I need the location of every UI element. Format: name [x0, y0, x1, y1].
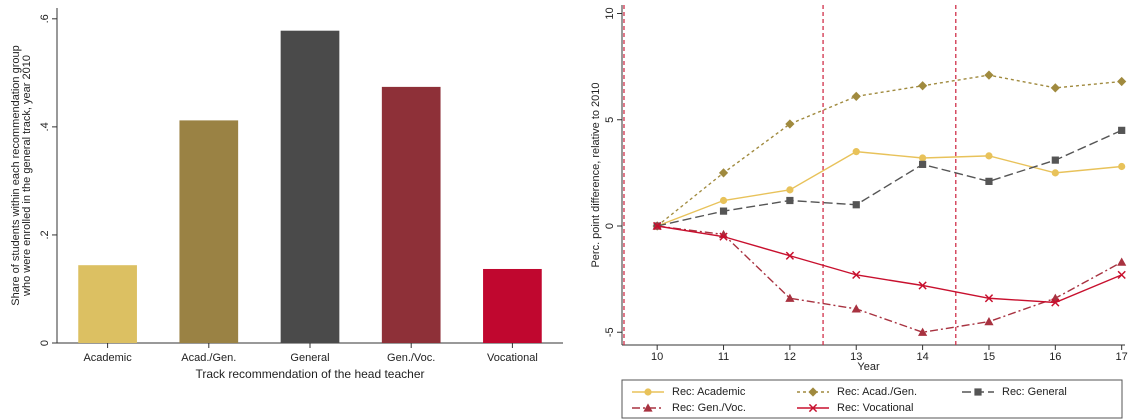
legend-label: Rec: General [1002, 386, 1067, 398]
legend-label: Rec: Gen./Voc. [672, 402, 746, 414]
marker [984, 294, 994, 303]
marker [1118, 162, 1126, 171]
marker [985, 152, 993, 160]
marker [852, 270, 861, 280]
x-tick-label: 15 [983, 351, 995, 363]
series-line [657, 129, 1122, 227]
marker [852, 201, 860, 209]
bar [381, 86, 441, 344]
marker [808, 403, 818, 413]
y-tick-label: 10 [604, 7, 616, 19]
marker [808, 387, 818, 397]
marker [1050, 83, 1060, 93]
y-tick-label: 0 [604, 223, 616, 229]
marker [1117, 76, 1127, 87]
marker [974, 388, 982, 396]
y-tick-label: 0 [39, 340, 51, 346]
marker [653, 221, 662, 231]
marker [1117, 257, 1127, 266]
legend-label: Rec: Academic [672, 386, 746, 398]
marker [785, 119, 795, 129]
x-axis-label: Track recommendation of the head teacher [195, 367, 424, 381]
marker [852, 148, 860, 156]
marker [919, 160, 927, 168]
y-axis-label: Perc. point difference, relative to 2010 [590, 82, 602, 267]
y-tick-label: .4 [39, 122, 51, 131]
x-tick-label: Academic [83, 352, 132, 364]
marker [643, 403, 653, 412]
x-tick-label: Acad./Gen. [181, 352, 236, 364]
y-axis-label: Share of students within each recommenda… [10, 45, 22, 306]
marker [786, 186, 794, 194]
x-tick-label: 10 [651, 351, 663, 363]
marker [785, 293, 795, 302]
x-axis-label: Year [857, 361, 880, 373]
marker [719, 196, 728, 205]
bar [483, 268, 542, 343]
x-tick-label: 13 [850, 351, 862, 363]
marker [719, 232, 728, 241]
y-tick-label: 5 [604, 117, 616, 123]
marker [785, 251, 795, 260]
marker [1117, 270, 1126, 280]
bar [280, 30, 340, 344]
series-line [656, 150, 1122, 227]
marker [918, 327, 928, 336]
series-line [657, 225, 1122, 304]
x-tick-label: General [290, 352, 329, 364]
marker [719, 207, 728, 215]
marker [918, 81, 928, 91]
y-tick-label: .2 [39, 230, 51, 239]
y-axis-label: who were enrolled in the general track, … [21, 55, 33, 297]
legend-box [621, 379, 1123, 419]
x-tick-label: 11 [718, 351, 729, 363]
marker [851, 91, 861, 101]
marker [985, 177, 993, 185]
series-line [656, 74, 1122, 227]
marker [984, 317, 994, 326]
bar [78, 265, 137, 343]
marker [918, 281, 927, 290]
marker [851, 304, 861, 313]
marker [644, 388, 652, 396]
x-tick-label: Gen./Voc. [387, 352, 435, 364]
y-tick-label: .6 [39, 14, 51, 23]
bar [179, 120, 239, 343]
x-tick-label: Vocational [487, 352, 538, 364]
marker [919, 154, 927, 162]
marker [1051, 169, 1059, 177]
x-tick-label: 12 [784, 351, 796, 363]
x-tick-label: 17 [1116, 351, 1128, 363]
legend-label: Rec: Vocational [837, 402, 913, 414]
x-tick-label: 16 [1049, 351, 1061, 363]
x-tick-label: 14 [916, 351, 928, 363]
legend-label: Rec: Acad./Gen. [837, 386, 917, 398]
marker [718, 168, 729, 178]
y-tick-label: -5 [604, 327, 616, 337]
series-line [657, 225, 1123, 333]
marker [786, 196, 794, 205]
marker [1051, 156, 1059, 164]
marker [1118, 126, 1126, 134]
marker [1051, 298, 1060, 307]
marker [984, 70, 994, 80]
